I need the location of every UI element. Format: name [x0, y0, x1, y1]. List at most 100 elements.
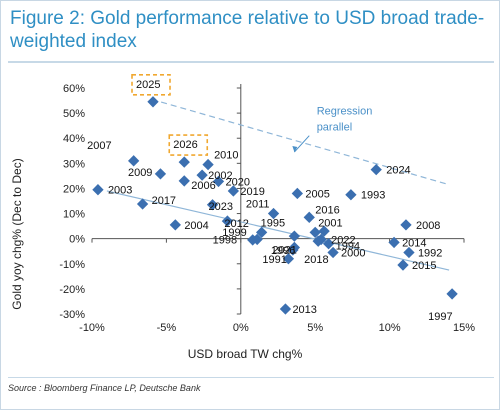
data-point — [251, 233, 263, 246]
data-point — [196, 169, 208, 181]
annotation-arrow — [293, 135, 310, 153]
annotation-label: parallel — [317, 122, 352, 134]
data-point — [446, 288, 458, 300]
x-tick-label: 10% — [379, 322, 401, 334]
data-point — [403, 246, 415, 259]
data-point — [303, 211, 315, 223]
data-point — [282, 253, 295, 265]
data-point — [221, 215, 234, 227]
point-label: 2022 — [331, 234, 355, 246]
point-label: 2006 — [191, 180, 215, 192]
point-label: 2024 — [386, 165, 410, 177]
data-point — [178, 156, 190, 168]
y-tick-label: -20% — [59, 284, 85, 296]
point-label: 2009 — [128, 167, 152, 179]
point-label: 2016 — [315, 204, 339, 216]
point-label: 2014 — [402, 237, 426, 249]
x-tick-label: 5% — [307, 322, 323, 334]
point-label: 2018 — [304, 254, 328, 266]
point-label: 2012 — [224, 218, 248, 230]
data-point — [279, 303, 292, 315]
point-label: 2026 — [173, 139, 197, 151]
regression-parallel-line — [151, 98, 450, 186]
data-point — [370, 163, 382, 176]
point-label: 2010 — [214, 150, 238, 162]
point-label: 2003 — [108, 185, 132, 197]
x-tick-label: 0% — [233, 322, 249, 334]
annotation-arrowhead — [292, 146, 298, 153]
y-tick-label: -30% — [59, 309, 85, 321]
y-tick-label: 50% — [63, 108, 85, 120]
data-point — [267, 207, 280, 220]
point-label: 2020 — [225, 176, 249, 188]
x-tick-label: 15% — [453, 322, 475, 334]
highlight-box — [168, 134, 209, 156]
point-labels-layer: Regression parallel 2025 2026 2007 2010 2009 20… — [87, 74, 453, 323]
data-point — [202, 158, 214, 171]
data-point — [136, 198, 149, 210]
point-label: 1993 — [361, 190, 385, 202]
point-label: 2007 — [87, 140, 111, 152]
data-point — [397, 259, 409, 271]
point-label: 1995 — [261, 217, 285, 229]
data-point — [309, 226, 321, 239]
point-label: 1999 — [222, 227, 246, 239]
data-point — [291, 187, 304, 200]
y-tick-label: -10% — [59, 259, 85, 271]
highlight-box — [131, 74, 171, 96]
point-label: 2011 — [246, 199, 270, 211]
point-label: 2004 — [184, 220, 208, 232]
point-label: 2001 — [318, 217, 342, 229]
data-point — [255, 226, 268, 239]
data-point — [227, 185, 240, 197]
x-tick-label: -5% — [157, 322, 177, 334]
axes-layer: -30% -20% -10% 0% 10% 20% 30% 40% 50% 60% -10% -5% 0… — [59, 83, 475, 334]
data-points-layer — [92, 96, 458, 315]
y-tick-label: 0% — [69, 234, 85, 246]
point-label: 1996 — [271, 245, 295, 257]
y-tick-label: 30% — [63, 158, 85, 170]
point-label: 2005 — [305, 188, 329, 200]
data-point — [147, 96, 159, 108]
annotation-label: Regression — [317, 105, 373, 117]
x-axis-title: USD broad TW chg% — [188, 347, 303, 361]
point-label: 1998 — [213, 234, 237, 246]
y-axis-title: Gold yoy chg% (Dec to Dec) — [10, 158, 24, 309]
data-point — [287, 244, 299, 256]
x-tick-label: -10% — [79, 322, 105, 334]
data-point — [92, 184, 104, 196]
data-point — [154, 168, 167, 180]
data-point — [345, 189, 357, 201]
data-point — [400, 219, 412, 231]
data-point — [327, 246, 339, 259]
data-point — [312, 235, 324, 247]
point-label: 2023 — [209, 201, 233, 213]
point-label: 2002 — [208, 170, 232, 182]
regression-lines-layer — [106, 98, 450, 271]
point-label: 2017 — [152, 195, 176, 207]
point-label: 2008 — [416, 220, 440, 232]
data-point — [388, 236, 400, 249]
source-note: Source : Bloomberg Finance LP, Deutsche … — [8, 383, 201, 393]
point-label: 2015 — [412, 260, 436, 272]
point-label: 2025 — [136, 79, 160, 91]
data-point — [169, 219, 181, 231]
y-tick-label: 40% — [63, 133, 85, 145]
data-point — [178, 175, 190, 187]
point-label: 1991 — [262, 254, 286, 266]
figure-title: Figure 2: Gold performance relative to U… — [10, 8, 485, 52]
y-tick-label: 10% — [63, 209, 85, 221]
data-point — [206, 199, 219, 211]
data-point — [322, 238, 335, 250]
point-label: 2013 — [292, 304, 316, 316]
data-point — [318, 225, 330, 237]
point-label: 2021 — [272, 244, 296, 256]
point-label: 2019 — [240, 186, 264, 198]
data-point — [212, 175, 225, 188]
source-divider — [8, 377, 494, 378]
y-tick-label: 20% — [63, 183, 85, 195]
data-point — [288, 230, 301, 242]
point-label: 1994 — [336, 241, 360, 253]
